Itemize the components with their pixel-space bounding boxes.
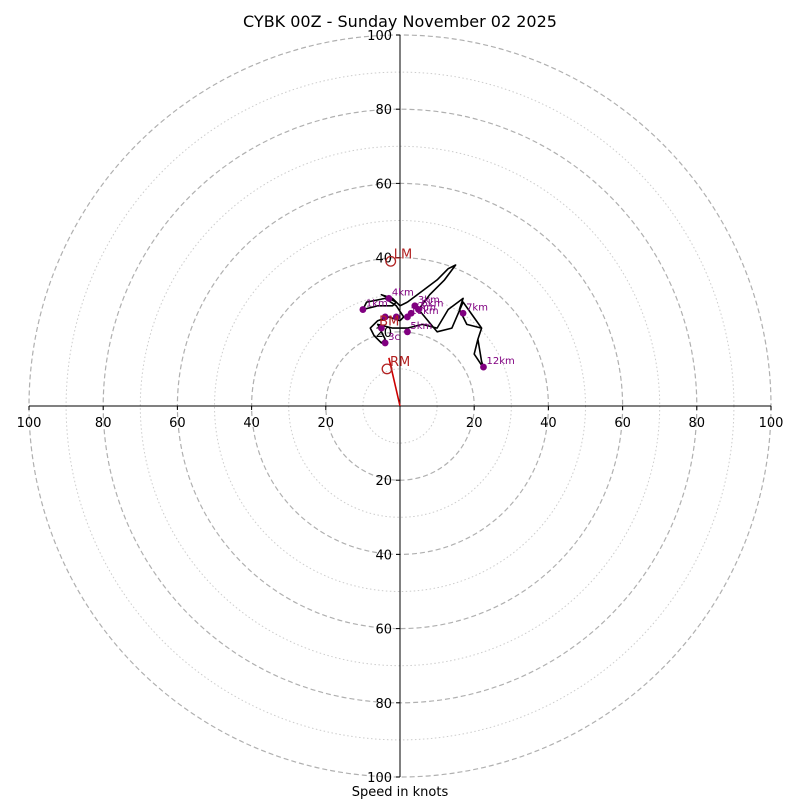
height-label-9: 7km <box>466 302 488 313</box>
height-point-3 <box>415 306 422 313</box>
x-tick-right-80: 80 <box>689 416 706 431</box>
height-point-10 <box>378 324 385 332</box>
x-tick-right-60: 60 <box>614 416 631 431</box>
x-axis-label: Speed in knots <box>352 785 449 800</box>
x-tick-right-40: 40 <box>540 416 557 431</box>
height-point-12 <box>480 363 487 371</box>
x-tick-left-80: 80 <box>95 416 112 431</box>
height-point-5 <box>407 309 415 317</box>
x-tick-left-40: 40 <box>243 416 260 431</box>
y-tick-top-80: 80 <box>375 103 392 118</box>
height-label-5: 5km <box>414 302 436 313</box>
height-point-0 <box>359 306 367 313</box>
height-label-1: 4km <box>392 287 414 298</box>
height-label-3: 6km <box>422 299 444 310</box>
y-tick-bottom-20: 20 <box>375 474 392 489</box>
y-tick-top-100: 100 <box>367 29 392 44</box>
storm-motion-lm-label: LM <box>394 247 412 262</box>
x-tick-left-20: 20 <box>318 416 335 431</box>
height-label-12: 12km <box>486 356 514 367</box>
y-tick-bottom-60: 60 <box>375 623 392 638</box>
tick-labels: 100 80 60 40 20 20 40 60 80 100100806040202040608… <box>17 29 784 786</box>
x-tick-left-60: 60 <box>169 416 186 431</box>
height-point-8 <box>381 313 389 321</box>
y-tick-bottom-40: 40 <box>375 548 392 563</box>
y-tick-bottom-100: 100 <box>367 771 392 786</box>
storm-motion-lm-marker <box>385 255 397 267</box>
height-point-7 <box>392 313 400 321</box>
x-tick-right-100: 100 <box>759 416 784 431</box>
y-tick-top-60: 60 <box>375 177 392 192</box>
storm-motion-rm-marker <box>381 363 393 375</box>
height-point-6 <box>404 328 411 336</box>
height-point-1 <box>385 295 393 302</box>
height-label-6: 5km <box>410 321 432 332</box>
x-tick-left-100: 100 <box>17 416 42 431</box>
height-point-9 <box>459 309 467 317</box>
height-label-4: 11km <box>410 306 438 317</box>
height-label-11: 3c <box>388 332 400 343</box>
y-tick-bottom-80: 80 <box>375 697 392 712</box>
height-point-11 <box>381 339 389 347</box>
bunkers-mean-label: BM <box>379 315 399 330</box>
height-label-2: 3km <box>418 295 440 306</box>
storm-motion-rm-label: RM <box>390 355 410 370</box>
chart-title: CYBK 00Z - Sunday November 02 2025 <box>243 12 557 31</box>
height-label-0: 1km <box>366 299 388 310</box>
x-tick-right-20: 20 <box>466 416 483 431</box>
y-tick-top-40: 40 <box>375 252 392 267</box>
